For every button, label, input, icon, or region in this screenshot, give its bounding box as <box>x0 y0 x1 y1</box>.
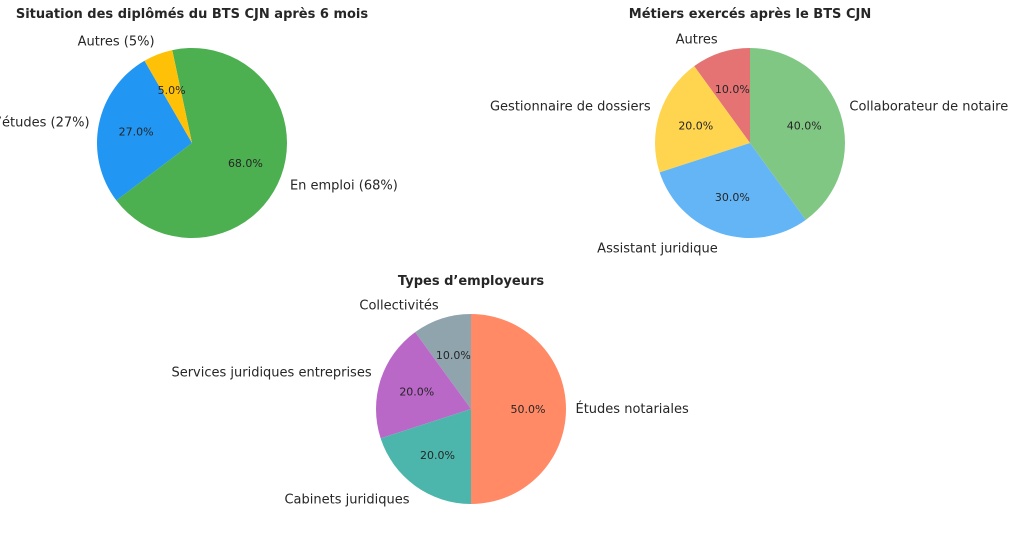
slice-label-services-juridiques-entreprises: Services juridiques entreprises <box>171 366 371 381</box>
pie-slice-assistant-juridique <box>659 143 806 238</box>
slice-percent-autres: 10.0% <box>715 83 750 96</box>
pie-slice-autres <box>694 48 750 143</box>
pie-chart-employeurs: Types d’employeurs Collectivités 10.0% Ser… <box>171 274 689 508</box>
pie-slice-cabinets-juridiques <box>380 409 471 504</box>
slice-label-assistant-juridique: Assistant juridique <box>597 241 718 256</box>
slice-percent-services-juridiques-entreprises: 20.0% <box>399 385 434 398</box>
slice-label-autres-5: Autres (5%) <box>78 34 155 49</box>
slice-label-en-emploi-68: En emploi (68%) <box>290 178 398 193</box>
slice-label-etudes-notariales: Études notariales <box>576 401 689 417</box>
slice-percent-collectivites: 10.0% <box>436 349 471 362</box>
pie-slice-poursuite-d-etudes-27 <box>96 60 192 201</box>
chart-title-employeurs: Types d’employeurs <box>398 274 544 289</box>
pie-slice-en-emploi-68 <box>116 47 288 238</box>
slice-label-collaborateur-de-notaire: Collaborateur de notaire <box>849 100 1008 115</box>
pie-chart-situation: Situation des diplômés du BTS CJN après … <box>0 7 398 238</box>
pie-slice-gestionnaire-de-dossiers <box>655 66 750 173</box>
pie-slice-collaborateur-de-notaire <box>750 48 845 220</box>
slice-percent-en-emploi-68: 68.0% <box>228 157 263 170</box>
slice-label-collectivites: Collectivités <box>359 299 439 314</box>
slice-label-cabinets-juridiques: Cabinets juridiques <box>284 493 409 508</box>
pie-slice-services-juridiques-entreprises <box>375 332 471 439</box>
slice-percent-autres-5: 5.0% <box>158 84 186 97</box>
pie-slice-autres-5 <box>144 50 192 144</box>
slice-percent-assistant-juridique: 30.0% <box>715 191 750 204</box>
slice-percent-poursuite-d-etudes-27: 27.0% <box>119 126 154 139</box>
slice-percent-cabinets-juridiques: 20.0% <box>420 449 455 462</box>
pie-slice-etudes-notariales <box>471 314 566 504</box>
chart-title-metiers: Métiers exercés après le BTS CJN <box>629 7 871 22</box>
slice-label-gestionnaire-de-dossiers: Gestionnaire de dossiers <box>490 100 651 115</box>
slice-percent-etudes-notariales: 50.0% <box>511 403 546 416</box>
slice-label-autres: Autres <box>676 33 718 48</box>
chart-title-situation: Situation des diplômés du BTS CJN après … <box>16 7 369 22</box>
slice-label-poursuite-d-etudes-27: Poursuite d’études (27%) <box>0 115 90 130</box>
pie-slice-collectivites <box>415 314 471 409</box>
slice-percent-gestionnaire-de-dossiers: 20.0% <box>678 119 713 132</box>
slice-percent-collaborateur-de-notaire: 40.0% <box>787 119 822 132</box>
pie-chart-metiers: Métiers exercés après le BTS CJN Autres 1… <box>490 7 1008 256</box>
